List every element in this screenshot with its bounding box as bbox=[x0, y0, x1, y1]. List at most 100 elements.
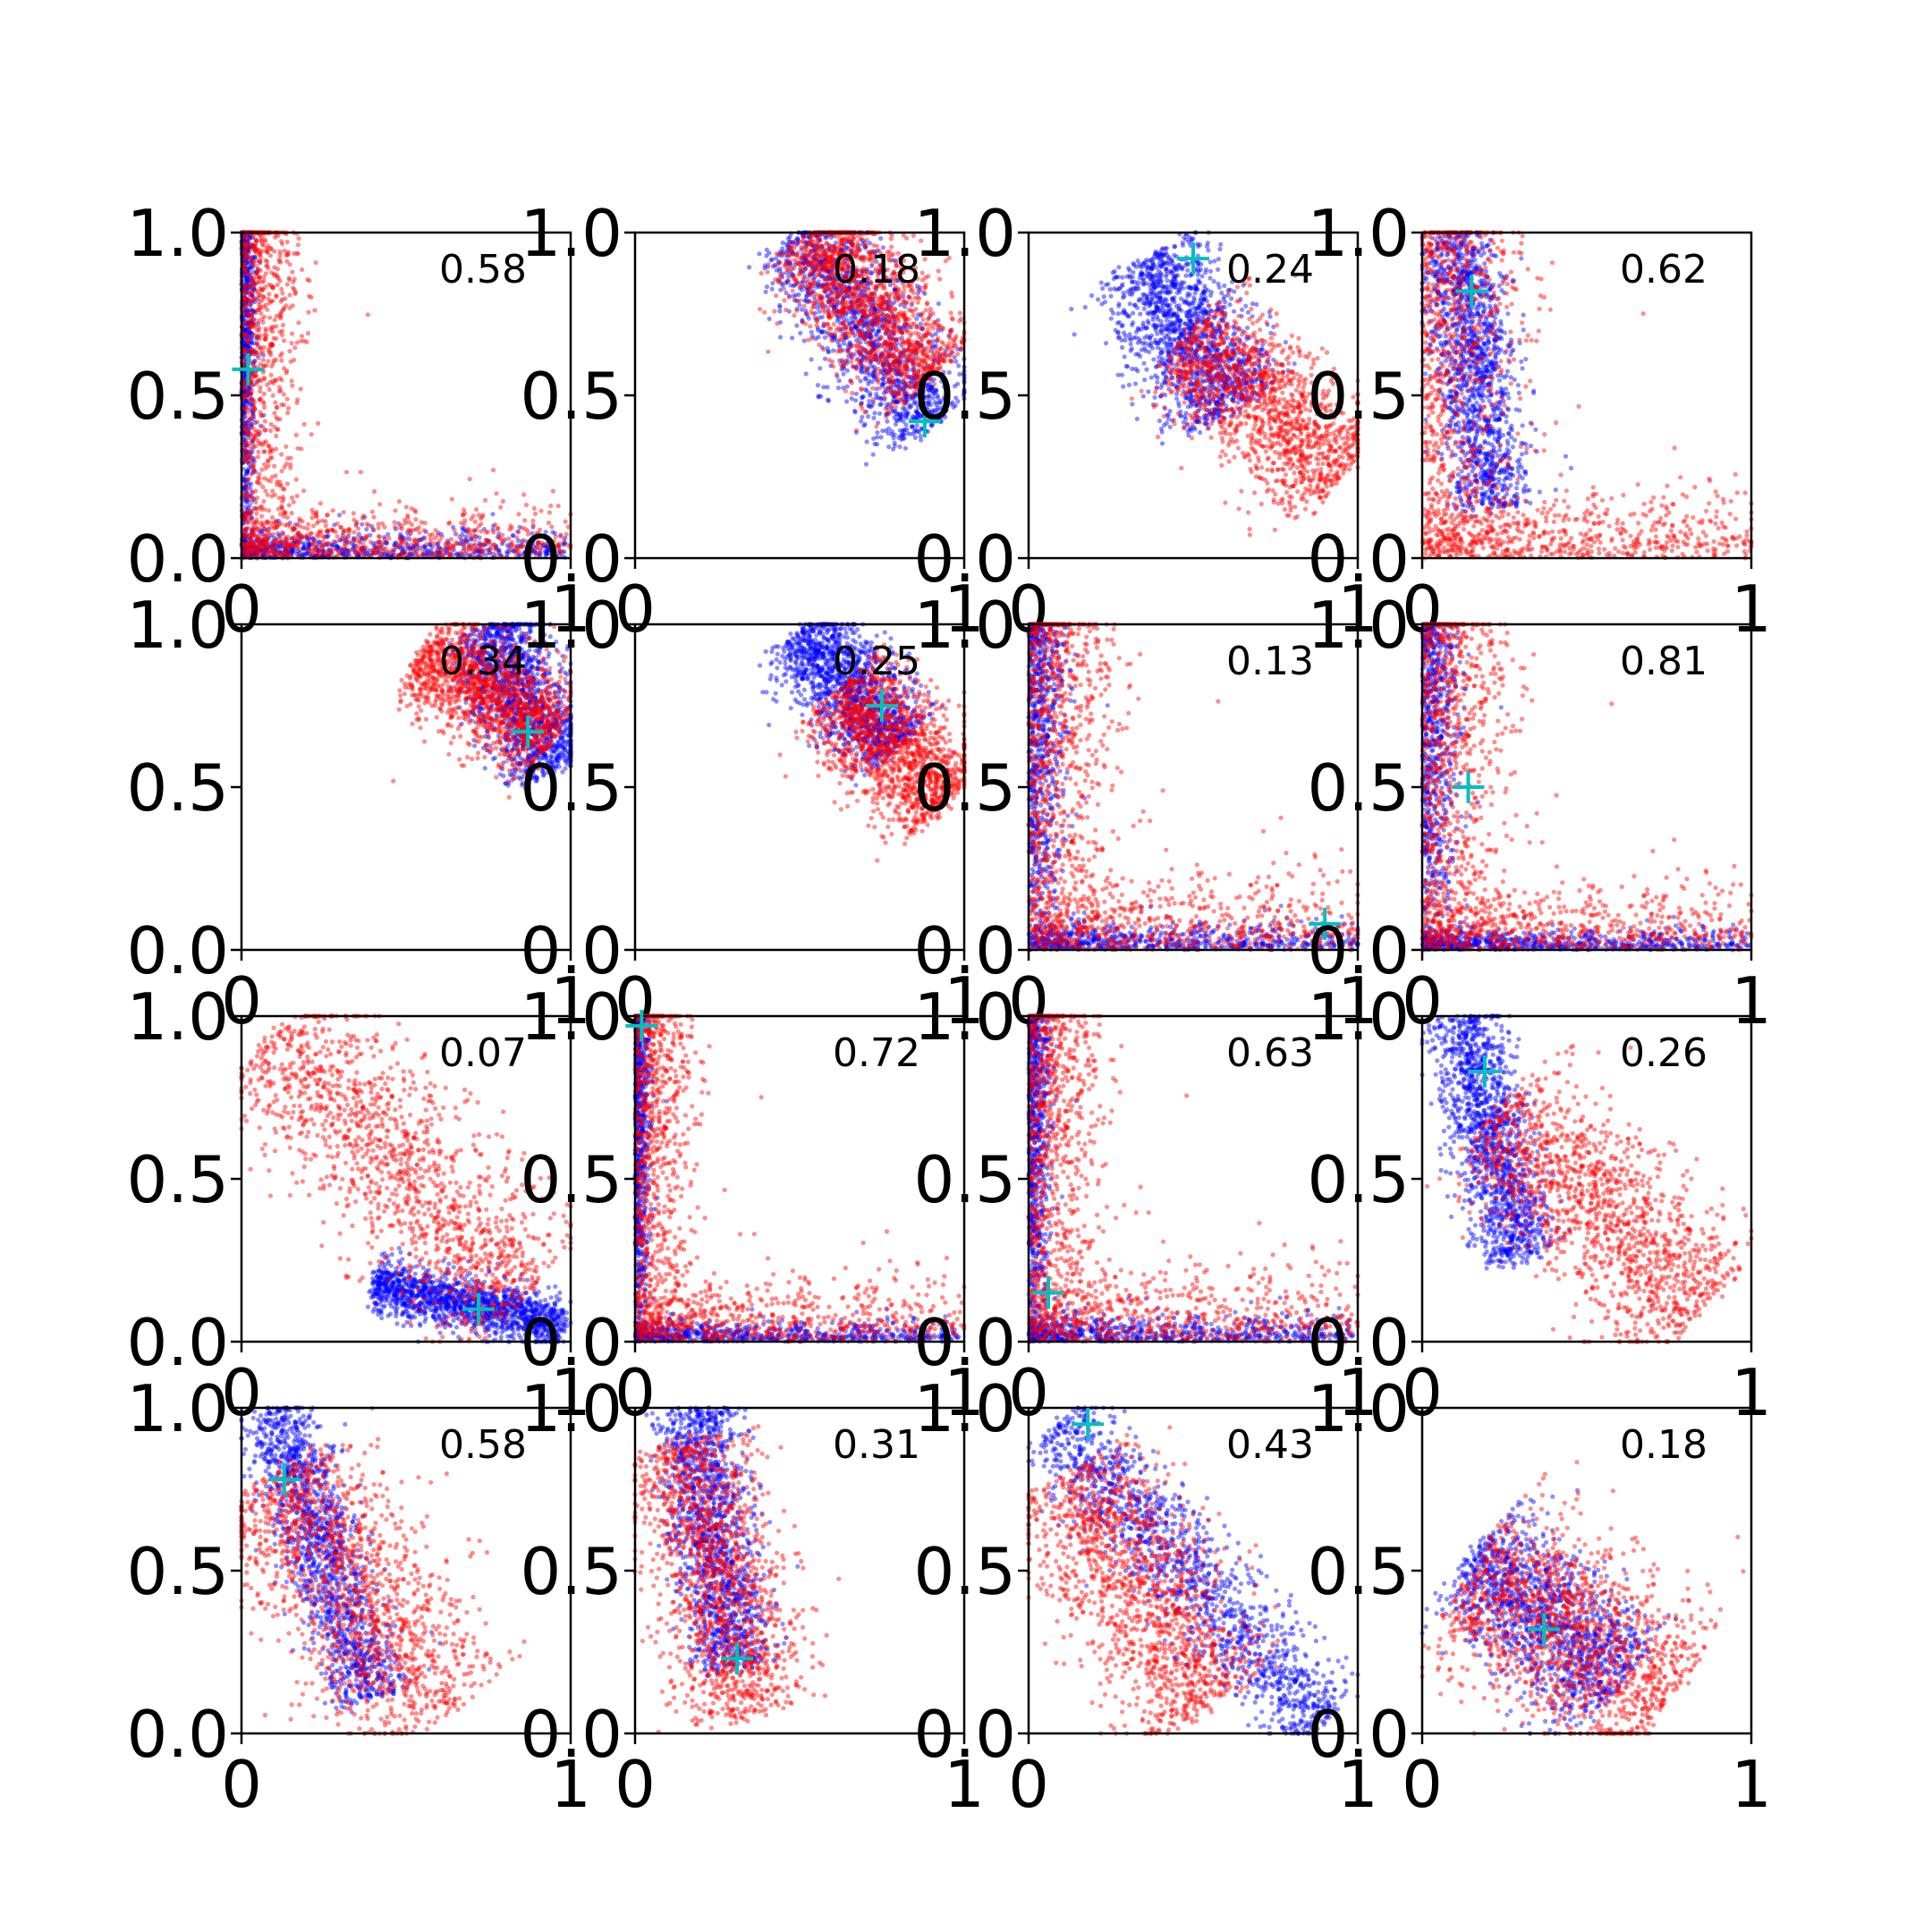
data-point-red bbox=[509, 547, 513, 552]
data-point-red bbox=[269, 364, 274, 369]
data-point-red bbox=[314, 513, 318, 518]
data-point-red bbox=[279, 287, 284, 292]
data-point-red bbox=[339, 525, 343, 530]
data-point-red bbox=[269, 549, 274, 554]
data-point-red bbox=[388, 551, 393, 555]
data-point-red bbox=[262, 392, 267, 396]
data-point-red bbox=[245, 478, 250, 482]
data-point-red bbox=[263, 239, 267, 243]
data-point-red bbox=[290, 496, 294, 500]
data-point-red bbox=[300, 334, 304, 338]
data-point-blue bbox=[875, 430, 879, 435]
data-point-red bbox=[357, 540, 361, 545]
data-point-red bbox=[274, 324, 278, 328]
data-point-red bbox=[297, 516, 301, 521]
data-point-red bbox=[300, 267, 304, 272]
data-point-red bbox=[250, 261, 255, 266]
data-point-red bbox=[378, 545, 383, 549]
data-point-red bbox=[250, 274, 254, 278]
data-point-blue bbox=[778, 335, 783, 339]
data-point-blue bbox=[790, 335, 794, 340]
y-tick-label: 1.0 bbox=[126, 196, 229, 271]
data-point-red bbox=[252, 352, 257, 356]
data-point-red bbox=[252, 373, 257, 377]
data-point-red bbox=[260, 320, 265, 325]
data-point-red bbox=[493, 547, 497, 552]
data-point-red bbox=[311, 523, 316, 528]
data-point-red bbox=[487, 550, 492, 555]
data-point-red bbox=[342, 510, 346, 514]
data-point-red bbox=[341, 530, 345, 535]
data-point-red bbox=[395, 543, 400, 547]
data-point-red bbox=[362, 547, 367, 551]
data-point-red bbox=[307, 294, 311, 299]
data-point-red bbox=[445, 541, 449, 546]
data-point-red bbox=[306, 331, 310, 335]
data-point-red bbox=[407, 551, 411, 555]
data-point-blue bbox=[245, 278, 250, 283]
data-point-red bbox=[276, 507, 281, 512]
data-point-red bbox=[251, 409, 256, 413]
data-point-red bbox=[267, 387, 272, 392]
data-point-blue bbox=[768, 258, 773, 262]
data-point-red bbox=[343, 537, 348, 541]
data-point-red bbox=[266, 359, 270, 363]
data-point-red bbox=[278, 278, 283, 283]
data-point-red bbox=[275, 540, 279, 545]
data-point-red bbox=[274, 446, 278, 451]
data-point-blue bbox=[854, 392, 859, 396]
data-point-red bbox=[462, 521, 466, 526]
data-point-red bbox=[446, 521, 451, 526]
data-point-red bbox=[244, 244, 249, 249]
data-point-red bbox=[271, 394, 275, 398]
data-point-red bbox=[263, 550, 267, 555]
data-point-red bbox=[280, 530, 284, 535]
data-point-red bbox=[249, 419, 253, 423]
data-point-red bbox=[331, 508, 335, 513]
data-point-red bbox=[242, 301, 247, 306]
data-point-red bbox=[262, 449, 267, 453]
data-point-red bbox=[547, 510, 552, 514]
data-point-red bbox=[243, 414, 248, 419]
data-point-red bbox=[315, 521, 319, 525]
data-point-red bbox=[324, 530, 328, 534]
data-point-red bbox=[270, 299, 275, 303]
data-point-red bbox=[374, 545, 378, 549]
data-point-red bbox=[290, 270, 294, 275]
data-point-red bbox=[330, 528, 335, 532]
data-point-red bbox=[507, 527, 512, 531]
data-point-red bbox=[465, 527, 470, 531]
data-point-red bbox=[304, 535, 309, 539]
data-point-red bbox=[469, 547, 473, 551]
data-point-red bbox=[279, 311, 284, 316]
data-point-red bbox=[269, 270, 274, 275]
data-point-red bbox=[484, 538, 488, 542]
data-point-red bbox=[410, 522, 414, 527]
data-point-red bbox=[281, 323, 285, 327]
data-point-blue bbox=[364, 527, 369, 531]
data-point-red bbox=[263, 419, 267, 423]
data-point-red bbox=[473, 538, 478, 543]
data-point-red bbox=[287, 544, 292, 548]
data-point-red bbox=[251, 550, 256, 555]
data-point-red bbox=[262, 402, 267, 406]
data-point-red bbox=[264, 264, 268, 268]
data-point-blue bbox=[809, 357, 814, 361]
data-point-red bbox=[269, 494, 274, 498]
data-point-red bbox=[323, 519, 327, 523]
data-point-red bbox=[354, 549, 359, 554]
data-point-red bbox=[245, 487, 250, 491]
data-point-red bbox=[406, 533, 411, 538]
data-point-blue bbox=[798, 331, 802, 335]
data-point-red bbox=[252, 321, 257, 326]
data-point-red bbox=[469, 517, 473, 521]
data-point-red bbox=[290, 341, 294, 345]
data-point-red bbox=[273, 318, 277, 322]
data-point-red bbox=[259, 468, 264, 472]
data-point-red bbox=[260, 425, 265, 429]
data-point-red bbox=[245, 493, 250, 497]
data-point-red bbox=[270, 515, 275, 520]
data-point-red bbox=[417, 530, 421, 535]
data-point-red bbox=[279, 452, 284, 456]
data-point-red bbox=[477, 524, 481, 529]
